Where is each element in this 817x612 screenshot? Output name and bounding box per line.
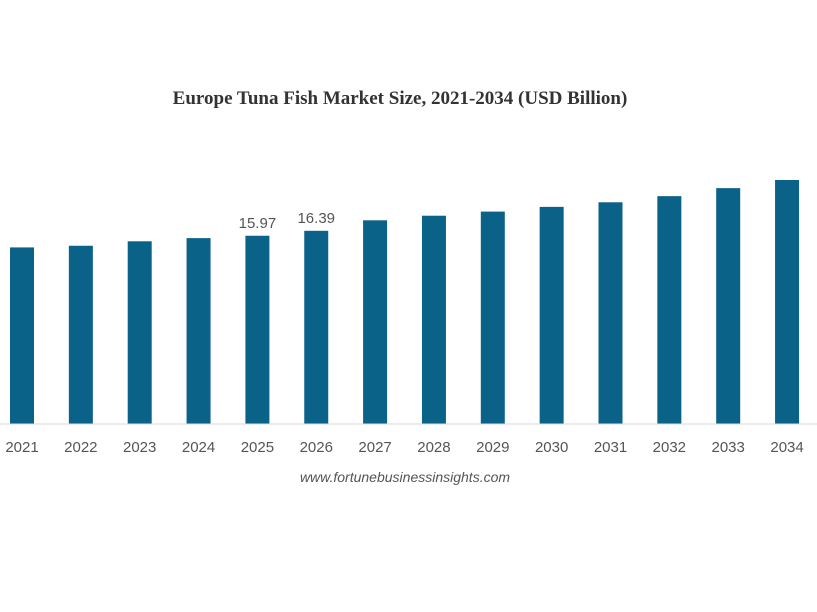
bar-2024: [186, 238, 211, 424]
data-label-2026: 16.39: [297, 210, 335, 227]
bar-2026: [304, 230, 329, 424]
bar-2025: [245, 235, 270, 424]
bar-2032: [657, 196, 682, 424]
x-tick-label-2031: 2031: [594, 439, 627, 456]
bar-2029: [480, 211, 505, 424]
bar-2027: [363, 220, 388, 424]
x-tick-label-2025: 2025: [241, 439, 274, 456]
data-label-2025: 15.97: [239, 215, 277, 232]
bar-2022: [68, 245, 93, 424]
chart-title: Europe Tuna Fish Market Size, 2021-2034 …: [172, 88, 628, 109]
bar-2028: [421, 215, 446, 424]
bars-layer: [10, 180, 800, 424]
bar-2030: [539, 206, 564, 424]
x-tick-label-2022: 2022: [64, 439, 97, 456]
x-tick-label-2023: 2023: [123, 439, 156, 456]
x-tick-label-2033: 2033: [712, 439, 745, 456]
source-credit: www.fortunebusinessinsights.com: [299, 469, 511, 485]
x-tick-label-2027: 2027: [358, 439, 391, 456]
x-tick-label-2029: 2029: [476, 439, 509, 456]
x-tick-label-2032: 2032: [653, 439, 686, 456]
data-labels: 15.97 16.39: [239, 210, 335, 232]
x-tick-labels: 2021 2022 2023 2024 2025 2026 2027 2028 2029 2030…: [5, 439, 803, 456]
x-tick-label-2021: 2021: [5, 439, 38, 456]
x-tick-label-2028: 2028: [417, 439, 450, 456]
bar-2033: [716, 188, 741, 424]
x-tick-label-2024: 2024: [182, 439, 215, 456]
x-tick-label-2026: 2026: [300, 439, 333, 456]
x-tick-label-2034: 2034: [770, 439, 803, 456]
bar-2023: [127, 241, 152, 424]
x-tick-label-2030: 2030: [535, 439, 568, 456]
bar-2031: [598, 202, 623, 424]
bar-2034: [775, 180, 800, 424]
bar-2021: [10, 247, 34, 424]
